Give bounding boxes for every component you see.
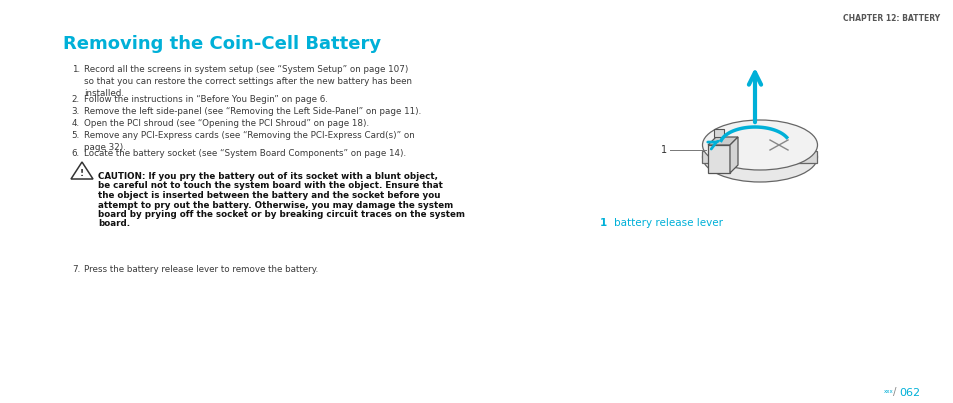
Text: /: / — [892, 387, 896, 397]
Text: attempt to pry out the battery. Otherwise, you may damage the system: attempt to pry out the battery. Otherwis… — [98, 201, 453, 210]
Text: Record all the screens in system setup (see “System Setup” on page 107)
so that : Record all the screens in system setup (… — [84, 65, 412, 98]
Text: 062: 062 — [898, 388, 919, 398]
Polygon shape — [701, 151, 817, 163]
Text: Remove the left side-panel (see “Removing the Left Side-Panel” on page 11).: Remove the left side-panel (see “Removin… — [84, 107, 421, 116]
Text: xxx: xxx — [883, 389, 893, 394]
Polygon shape — [713, 129, 723, 137]
Ellipse shape — [701, 132, 817, 182]
Text: 2.: 2. — [71, 95, 80, 104]
Text: the object is inserted between the battery and the socket before you: the object is inserted between the batte… — [98, 191, 440, 200]
Text: board.: board. — [98, 220, 130, 229]
Text: 1: 1 — [660, 145, 666, 155]
Text: Follow the instructions in “Before You Begin” on page 6.: Follow the instructions in “Before You B… — [84, 95, 328, 104]
Text: 5.: 5. — [71, 131, 80, 140]
Text: Removing the Coin-Cell Battery: Removing the Coin-Cell Battery — [63, 35, 381, 53]
Text: 7.: 7. — [71, 265, 80, 274]
Text: CHAPTER 12: BATTERY: CHAPTER 12: BATTERY — [842, 14, 939, 23]
Text: 4.: 4. — [71, 119, 80, 128]
Text: CAUTION: If you pry the battery out of its socket with a blunt object,: CAUTION: If you pry the battery out of i… — [98, 172, 437, 181]
Text: 1.: 1. — [71, 65, 80, 74]
Polygon shape — [729, 137, 738, 173]
Text: Open the PCI shroud (see “Opening the PCI Shroud” on page 18).: Open the PCI shroud (see “Opening the PC… — [84, 119, 369, 128]
Text: board by prying off the socket or by breaking circuit traces on the system: board by prying off the socket or by bre… — [98, 210, 464, 219]
Polygon shape — [707, 137, 738, 145]
Ellipse shape — [701, 120, 817, 170]
Text: Locate the battery socket (see “System Board Components” on page 14).: Locate the battery socket (see “System B… — [84, 149, 406, 158]
Text: 3.: 3. — [71, 107, 80, 116]
Text: be careful not to touch the system board with the object. Ensure that: be careful not to touch the system board… — [98, 181, 442, 191]
Text: !: ! — [80, 168, 84, 177]
Text: battery release lever: battery release lever — [614, 218, 722, 228]
Polygon shape — [707, 145, 729, 173]
Text: 6.: 6. — [71, 149, 80, 158]
Text: Remove any PCI-Express cards (see “Removing the PCI-Express Card(s)” on
page 32): Remove any PCI-Express cards (see “Remov… — [84, 131, 415, 152]
Text: 1: 1 — [599, 218, 607, 228]
Text: Press the battery release lever to remove the battery.: Press the battery release lever to remov… — [84, 265, 318, 274]
